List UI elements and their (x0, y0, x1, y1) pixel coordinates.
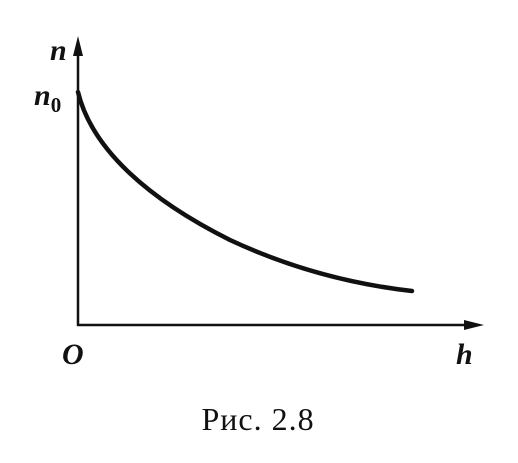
decay-curve (75, 89, 415, 294)
y-start-subscript: 0 (51, 93, 62, 117)
x-axis-label: h (456, 338, 473, 371)
caption: Рис. 2.8 (201, 401, 314, 437)
origin-label: O (62, 338, 84, 371)
y-start-main: n (34, 79, 51, 112)
y-axis-label: n (50, 34, 67, 67)
y-axis-arrow (73, 36, 83, 56)
y-start-label: n0 (34, 79, 61, 117)
x-axis-arrow (464, 320, 484, 330)
